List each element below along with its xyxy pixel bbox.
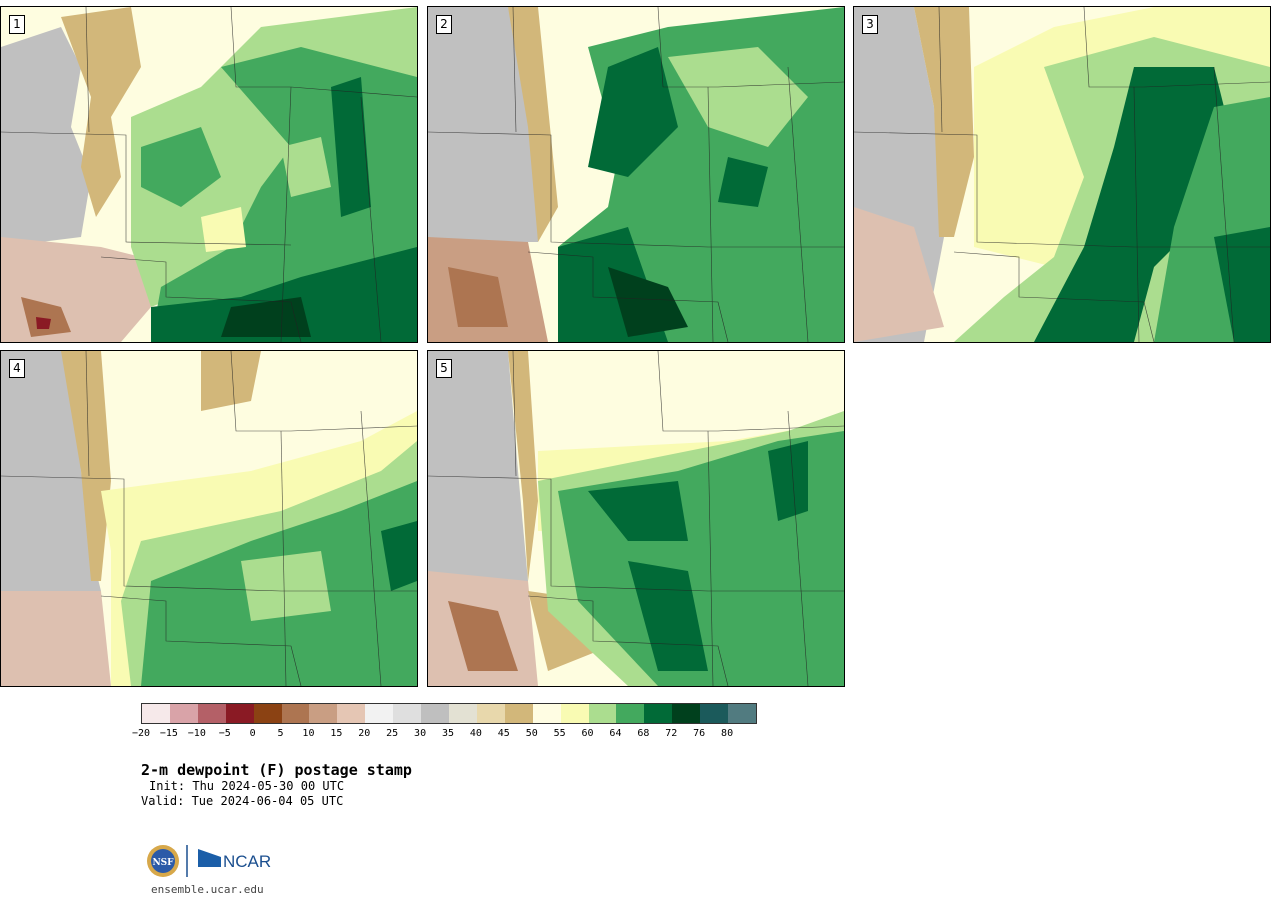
ncar-mountain-icon	[198, 849, 221, 867]
dewpoint-map-2	[428, 7, 844, 342]
colorbar-tick-label: 30	[414, 728, 427, 739]
colorbar-tick-label: 60	[581, 728, 594, 739]
valid-time: Valid: Tue 2024-06-04 05 UTC	[141, 794, 344, 808]
colorbar-swatch	[393, 704, 422, 723]
colorbar-tick-label: 35	[441, 728, 455, 739]
chart-title: 2-m dewpoint (F) postage stamp	[141, 761, 412, 779]
colorbar-tick-label: 76	[693, 728, 706, 739]
dewpoint-map-3	[854, 7, 1270, 342]
ncar-logo-text: NCAR	[223, 852, 271, 871]
init-time: Init: Thu 2024-05-30 00 UTC	[149, 779, 345, 793]
colorbar-tick-label: 25	[386, 728, 399, 739]
colorbar-swatch	[616, 704, 645, 723]
website-url: ensemble.ucar.edu	[151, 883, 264, 896]
dewpoint-map-5	[428, 351, 844, 686]
colorbar-tick-label: 68	[637, 728, 650, 739]
dewpoint-map-1	[1, 7, 417, 342]
panel-number-5: 5	[436, 359, 452, 378]
panel-number-2: 2	[436, 15, 452, 34]
colorbar-tick-label: 0	[249, 728, 256, 739]
colorbar-swatch	[476, 704, 505, 723]
colorbar-tick-label: 64	[609, 728, 622, 739]
stamp-panel-5: 5	[427, 350, 845, 687]
panel-number-1: 1	[9, 15, 25, 34]
colorbar-tick-label: −10	[187, 728, 206, 739]
colorbar-tick-label: 15	[330, 728, 343, 739]
colorbar-swatch	[728, 704, 756, 723]
colorbar-tick-label: 50	[525, 728, 538, 739]
colorbar-tick-label: 80	[721, 728, 734, 739]
colorbar-tick-label: 40	[469, 728, 482, 739]
colorbar-swatch	[281, 704, 310, 723]
colorbar-swatch	[532, 704, 561, 723]
colorbar-swatch	[169, 704, 198, 723]
colorbar-swatch	[337, 704, 366, 723]
dewpoint-colorbar	[141, 703, 757, 724]
colorbar-swatch	[197, 704, 226, 723]
colorbar-tick-label: 5	[277, 728, 284, 739]
colorbar-swatch	[644, 704, 673, 723]
colorbar-swatch	[421, 704, 449, 723]
stamp-panel-3: 3	[853, 6, 1271, 343]
colorbar-tick-labels: −20 −15 −10 −5 0 5 10 15 20 25 30 35 40 45 50 55 60 64 68 7…	[132, 728, 781, 742]
colorbar-tick-label: 20	[358, 728, 371, 739]
colorbar-tick-label: 45	[497, 728, 510, 739]
colorbar-tick-label: 55	[553, 728, 566, 739]
stamp-panel-1: 1	[0, 6, 418, 343]
nsf-logo-text: NSF	[152, 858, 174, 868]
colorbar-swatch	[225, 704, 254, 723]
panel-number-3: 3	[862, 15, 878, 34]
logos: NSF NCAR	[145, 843, 285, 883]
colorbar-swatch	[365, 704, 394, 723]
colorbar-tick-label: 10	[302, 728, 315, 739]
dewpoint-map-4	[1, 351, 417, 686]
colorbar-tick-label: −20	[131, 728, 151, 739]
colorbar-swatch	[672, 704, 701, 723]
panel-number-4: 4	[9, 359, 25, 378]
colorbar-swatch	[560, 704, 589, 723]
colorbar-swatch	[253, 704, 282, 723]
colorbar-swatch	[504, 704, 533, 723]
nsf-ncar-logo: NSF NCAR	[147, 845, 271, 877]
colorbar-tick-label: 72	[665, 728, 678, 739]
colorbar-swatch	[448, 704, 477, 723]
colorbar-tick-label: −15	[159, 728, 178, 739]
colorbar-tick-label: −5	[218, 728, 231, 739]
colorbar-swatch	[588, 704, 617, 723]
stamp-panel-4: 4	[0, 350, 418, 687]
colorbar-swatch	[309, 704, 338, 723]
colorbar-swatch	[142, 704, 170, 723]
stamp-panel-2: 2	[427, 6, 845, 343]
colorbar-swatch	[700, 704, 729, 723]
